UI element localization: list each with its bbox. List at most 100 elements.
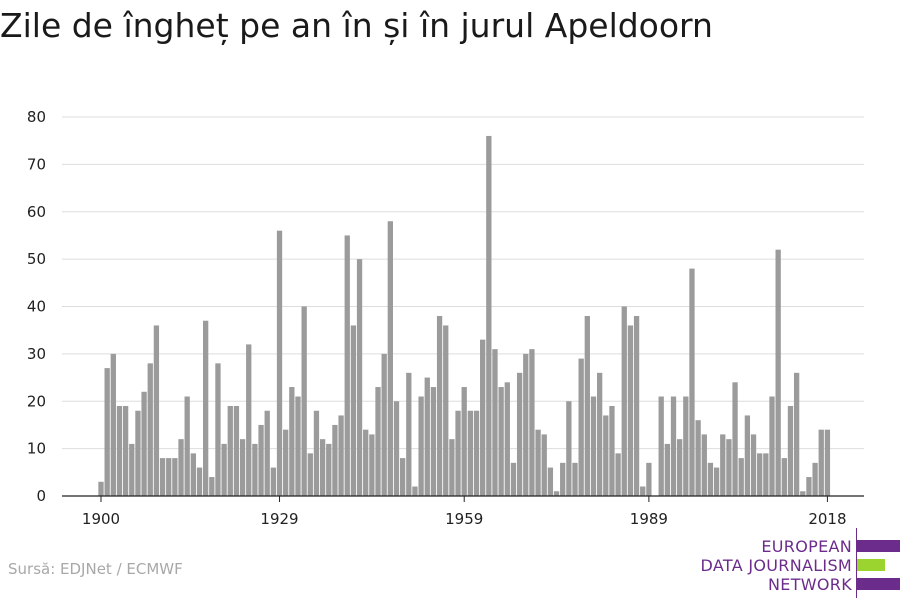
bar-1963 [486,135,492,496]
x-tick-label-1929: 1929 [260,510,298,528]
logo-divider [856,528,857,598]
bar-1911 [166,458,172,496]
bar-1991 [658,396,664,496]
bar-1979 [584,315,590,496]
bar-2010 [775,249,781,496]
source-note: Sursă: EDJNet / ECMWF [8,560,183,578]
y-tick-label-30: 30 [27,345,46,363]
bar-1902 [110,353,116,497]
bar-1978 [578,358,584,496]
bar-1935 [313,410,320,496]
bar-2007 [757,453,763,496]
bar-2006 [750,434,757,496]
bar-1915 [190,453,196,496]
bar-1936 [319,439,326,496]
y-tick-label-0: 0 [36,487,46,505]
bar-1940 [344,235,350,496]
bar-1977 [572,462,578,496]
bar-1943 [363,429,369,496]
bar-1938 [332,424,338,496]
bar-1925 [252,443,258,496]
bar-1901 [104,368,110,496]
bar-1975 [560,462,566,496]
bar-1994 [677,439,683,496]
bar-1980 [590,396,597,496]
bar-1914 [184,396,190,496]
y-tick-label-80: 80 [27,108,46,126]
bar-1955 [436,315,443,496]
bar-1922 [233,405,240,496]
bar-1928 [270,467,277,496]
bar-1962 [480,339,486,496]
bar-1974 [553,491,560,496]
y-axis-tick-labels: 0 10 20 30 40 50 60 70 80 [27,108,46,505]
bar-1937 [326,443,332,496]
bar-1933 [301,306,307,496]
bar-1926 [258,424,264,496]
bar-1910 [159,458,166,496]
chart-title: Zile de îngheț pe an în și în jurul Apel… [0,6,713,45]
bar-1981 [596,372,603,496]
bar-1973 [547,467,554,496]
bar-2017 [818,429,824,496]
bar-2005 [744,415,751,496]
bar-1929 [276,230,283,496]
bar-1972 [541,434,547,496]
bar-1949 [399,458,406,496]
bar-1966 [504,382,510,496]
x-tick-label-2018: 2018 [808,510,846,528]
bar-2000 [713,467,720,496]
bar-1946 [381,353,387,497]
x-tick-label-1989: 1989 [630,510,668,528]
logo-text-line-1: EUROPEAN [761,537,852,556]
bar-1982 [603,415,609,496]
y-tick-label-50: 50 [27,250,46,268]
y-tick-label-20: 20 [27,392,46,410]
bar-2003 [732,382,738,496]
bar-1986 [627,325,634,496]
bar-1984 [615,453,621,496]
bar-1900 [98,481,104,496]
bar-1934 [307,453,313,496]
bar-2012 [787,405,794,496]
bar-1930 [283,429,289,496]
bar-1947 [387,221,393,497]
bar-2015 [806,477,812,496]
bar-1918 [209,477,215,496]
bar-1987 [633,315,640,496]
bar-1944 [369,434,375,496]
bar-1913 [178,439,184,496]
bar-1932 [295,396,301,496]
logo-text-line-2: DATA JOURNALISM [700,556,852,575]
bar-1985 [621,306,627,496]
bar-1993 [670,396,677,496]
bar-1907 [141,391,147,496]
bar-1905 [129,443,135,496]
bar-1988 [640,486,646,496]
bar-1945 [375,387,381,496]
bar-1904 [122,405,129,496]
bar-1924 [246,344,252,496]
bar-1923 [239,439,246,496]
bar-1942 [356,259,363,497]
bar-2009 [769,396,775,496]
bar-1931 [289,387,295,496]
logo-bar-purple-top [857,540,900,552]
bars [98,135,831,497]
bar-1952 [418,396,424,496]
bar-2004 [738,458,744,496]
y-tick-label-60: 60 [27,203,46,221]
bar-1983 [609,405,615,496]
x-axis-tick-labels: 1900 1929 1959 1989 2018 [82,496,847,528]
bar-1992 [664,443,670,496]
bar-1989 [646,462,652,496]
bar-1967 [510,462,517,496]
bar-1996 [689,268,695,496]
bar-1970 [529,349,535,496]
bar-1960 [467,410,474,496]
bar-1908 [147,363,153,496]
bar-1964 [492,349,498,496]
logo-text-line-3: NETWORK [768,575,852,594]
bar-1976 [566,401,572,496]
